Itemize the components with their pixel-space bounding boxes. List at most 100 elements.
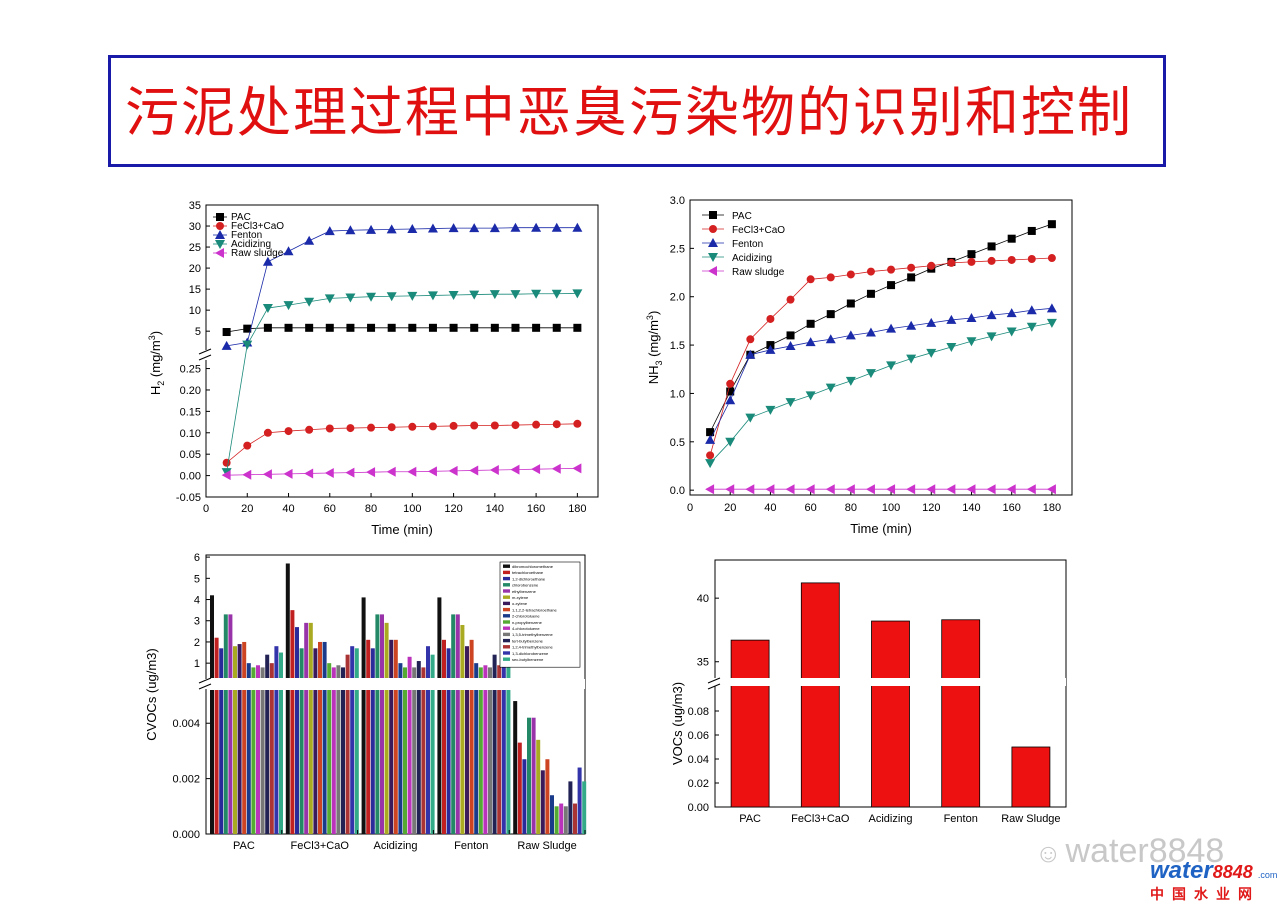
data-point <box>726 387 735 396</box>
category-label: Acidizing <box>373 840 417 852</box>
y-tick-label: 4 <box>194 595 200 607</box>
bar <box>304 690 309 834</box>
data-point <box>825 334 836 344</box>
bar <box>251 690 256 834</box>
y-tick-label: 1.0 <box>670 388 685 400</box>
data-point <box>725 395 736 405</box>
data-point <box>846 299 855 308</box>
bar <box>223 690 228 834</box>
vocs-total-chart: 35 40 0.00 0.02 0.04 0.06 0.08 PAC FeCl3+CaO Acid… <box>670 559 1067 825</box>
x-tick-label: 140 <box>486 503 504 515</box>
y-tick-label: 1 <box>194 658 200 670</box>
bar <box>219 648 224 678</box>
data-point <box>886 484 896 495</box>
y-axis-label: CVOCs (ug/m3) <box>144 648 159 740</box>
bar <box>341 667 345 678</box>
data-point <box>845 330 856 340</box>
bar <box>465 646 469 678</box>
data-point <box>1026 322 1037 332</box>
data-point <box>262 304 273 314</box>
data-point <box>866 289 875 298</box>
bar <box>375 614 380 678</box>
bar <box>550 795 554 834</box>
bar <box>336 665 341 678</box>
bar <box>540 770 545 834</box>
bar <box>322 690 327 834</box>
data-point <box>1007 255 1016 264</box>
bar <box>380 614 384 678</box>
legend-swatch <box>503 645 510 649</box>
data-point <box>428 323 437 332</box>
legend-swatch <box>503 651 510 655</box>
series-line-4 <box>226 467 578 476</box>
legend-label: 4-chlorotoluene <box>512 626 540 631</box>
bar <box>474 690 479 834</box>
legend-swatch <box>503 564 510 568</box>
x-tick-label: 180 <box>568 503 586 515</box>
data-point <box>262 256 273 266</box>
legend-label: tetrachloroethane <box>512 570 544 575</box>
data-point <box>1006 327 1017 337</box>
bar <box>366 690 371 834</box>
bar <box>536 739 541 834</box>
bar <box>398 690 403 834</box>
data-point <box>510 464 520 475</box>
category-label: Raw Sludge <box>517 840 576 852</box>
x-axis-label: Time (min) <box>371 522 433 537</box>
bar <box>573 803 577 834</box>
bar <box>366 639 371 678</box>
x-axis-label: Time (min) <box>850 521 912 536</box>
data-point <box>366 224 377 234</box>
bar <box>730 639 770 808</box>
data-point <box>826 273 835 282</box>
bar <box>384 690 389 834</box>
data-point <box>1046 303 1057 313</box>
bar <box>233 646 237 678</box>
category-label: FeCl3+CaO <box>791 813 850 825</box>
legend-swatch <box>503 595 510 599</box>
legend-swatch <box>503 570 510 575</box>
data-point <box>407 466 417 477</box>
data-point <box>906 354 917 364</box>
legend-marker <box>708 238 718 247</box>
y-axis-label: VOCs (ug/m3) <box>670 682 685 765</box>
bar <box>488 690 492 834</box>
data-point <box>805 484 815 495</box>
data-point <box>387 323 396 332</box>
legend-swatch <box>503 657 510 661</box>
x-tick-label: 0 <box>687 502 693 514</box>
bar <box>426 646 430 678</box>
data-point <box>222 458 231 467</box>
bar <box>389 639 394 678</box>
data-point <box>746 335 755 344</box>
bar <box>437 597 442 678</box>
data-point <box>531 464 541 475</box>
x-tick-label: 180 <box>1043 502 1061 514</box>
data-point <box>987 242 996 251</box>
legend-label: n-propylbenzene <box>512 620 543 625</box>
data-point <box>1046 484 1056 495</box>
bar <box>327 663 332 678</box>
bar <box>554 806 559 834</box>
data-point <box>946 484 956 495</box>
bar <box>416 690 421 834</box>
bar <box>455 690 460 834</box>
bar <box>274 690 279 834</box>
watermark: ☺ water8848 <box>1035 832 1224 871</box>
data-point <box>967 257 976 266</box>
axis-break-mark <box>707 677 721 684</box>
bar <box>370 648 375 678</box>
data-point <box>511 323 520 332</box>
axis-break-mark <box>707 683 721 690</box>
data-point <box>427 466 437 477</box>
data-point <box>705 459 716 469</box>
data-point <box>926 484 936 495</box>
data-point <box>346 424 355 433</box>
data-point <box>222 328 231 337</box>
data-point <box>489 465 499 476</box>
y-tick-label: 0.15 <box>180 406 201 418</box>
data-point <box>1047 220 1056 229</box>
data-point <box>725 437 736 447</box>
bar <box>375 690 380 834</box>
data-point <box>386 224 397 234</box>
